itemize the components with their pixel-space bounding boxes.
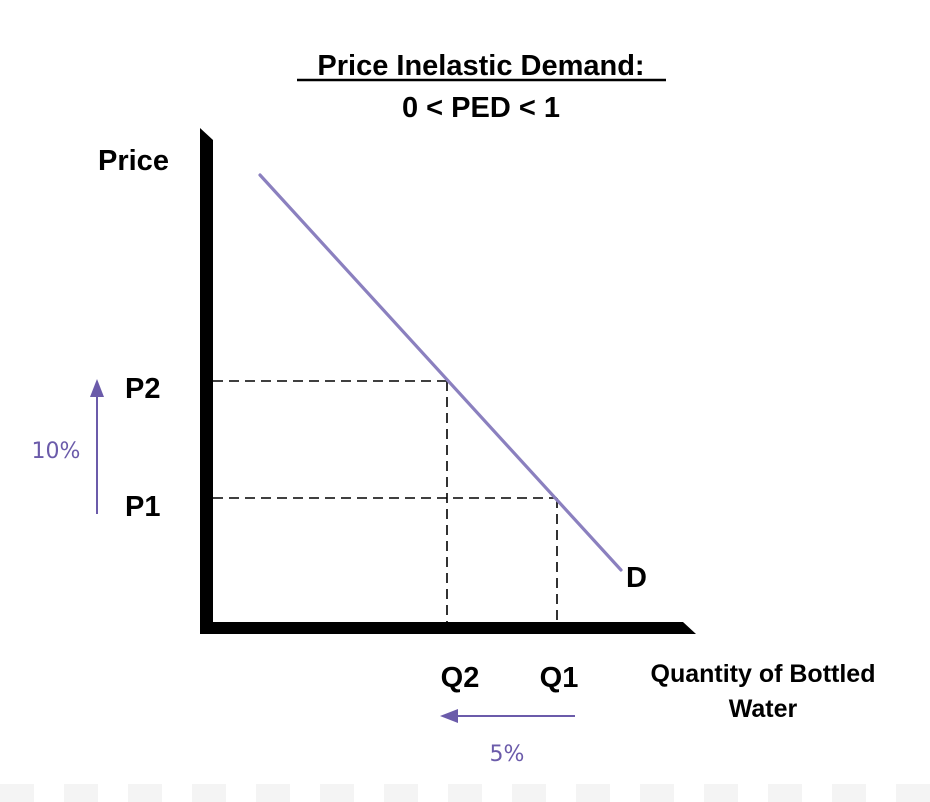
footer-stripe-segment <box>0 784 34 802</box>
diagram-title-line2: 0 < PED < 1 <box>402 92 560 124</box>
price-label-p1: P1 <box>125 491 160 523</box>
y-axis-label: Price <box>98 145 169 177</box>
quantity-label-q1: Q1 <box>540 662 579 694</box>
footer-stripe-segment <box>576 784 610 802</box>
footer-stripe <box>0 784 930 802</box>
footer-stripe-segment <box>640 784 674 802</box>
footer-stripe-segment <box>768 784 802 802</box>
footer-stripe-segment <box>448 784 482 802</box>
x-axis <box>200 622 696 634</box>
footer-stripe-segment <box>320 784 354 802</box>
x-axis-label-line1: Quantity of Bottled <box>651 660 876 688</box>
quantity-change-arrow-head <box>440 709 458 723</box>
y-axis <box>200 128 213 634</box>
diagram-title-line1: Price Inelastic Demand: <box>317 50 644 82</box>
footer-stripe-segment <box>256 784 290 802</box>
footer-stripe-segment <box>704 784 738 802</box>
price-change-arrow-head <box>90 379 104 397</box>
price-change-percent: 10% <box>32 439 81 464</box>
quantity-change-percent: 5% <box>490 742 525 767</box>
footer-stripe-segment <box>384 784 418 802</box>
footer-stripe-segment <box>896 784 930 802</box>
footer-stripe-segment <box>832 784 866 802</box>
footer-stripe-segment <box>64 784 98 802</box>
footer-stripe-segment <box>512 784 546 802</box>
x-axis-label-line2: Water <box>729 695 798 723</box>
footer-stripe-segment <box>128 784 162 802</box>
demand-curve-label: D <box>626 562 647 594</box>
quantity-label-q2: Q2 <box>441 662 480 694</box>
footer-stripe-segment <box>192 784 226 802</box>
demand-curve <box>258 173 623 572</box>
price-label-p2: P2 <box>125 373 160 405</box>
